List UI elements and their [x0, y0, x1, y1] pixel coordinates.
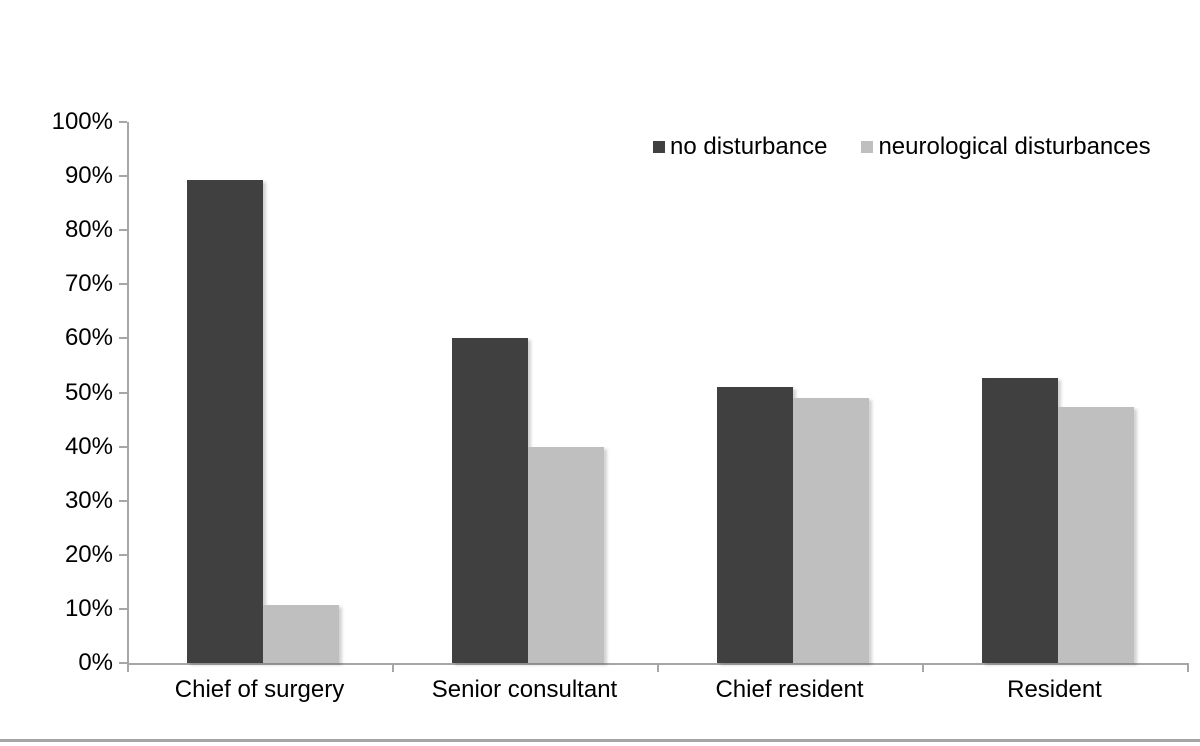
bar-no-disturbance [451, 338, 528, 663]
y-tick-label: 70% [64, 270, 113, 298]
x-category-label: Chief of surgery [174, 676, 345, 703]
y-tick-mark [119, 662, 127, 664]
y-tick-mark [119, 607, 127, 610]
x-category-label: Senior consultant [431, 676, 618, 703]
x-tick-mark [127, 665, 129, 672]
y-tick-mark [119, 445, 127, 448]
y-tick-mark [119, 499, 127, 502]
y-tick-mark [119, 283, 127, 286]
legend-label-neurological-disturbances: neurological disturbances [878, 133, 1151, 160]
bar-no-disturbance [716, 387, 793, 663]
y-tick-mark [119, 121, 127, 123]
y-tick-label: 30% [64, 486, 113, 514]
y-tick-label: 100% [51, 108, 113, 135]
x-tick-mark [657, 665, 659, 672]
y-tick-label: 80% [64, 216, 113, 244]
bottom-divider-line [0, 739, 1200, 742]
y-tick-label: 60% [64, 324, 113, 352]
chart-legend: no disturbance neurological disturbances [653, 134, 1151, 160]
bar-neurological-disturbances [262, 605, 339, 663]
y-tick-label: 20% [64, 540, 113, 568]
y-tick-label: 0% [78, 649, 113, 676]
y-tick-label: 10% [64, 594, 113, 622]
x-category-label: Resident [1007, 676, 1102, 703]
bar-no-disturbance [981, 377, 1058, 663]
x-category-label: Chief resident [715, 676, 864, 703]
legend-label-no-disturbance: no disturbance [670, 133, 828, 160]
legend-marker-square-dark [653, 141, 665, 153]
x-tick-mark [922, 665, 924, 672]
legend-item-neurological-disturbances: neurological disturbances [861, 133, 1151, 160]
bar-neurological-disturbances [1057, 407, 1134, 663]
bar-neurological-disturbances [527, 446, 604, 663]
legend-item-no-disturbance: no disturbance [653, 134, 827, 160]
y-tick-mark [119, 553, 127, 556]
y-tick-label: 50% [64, 378, 113, 406]
bar-neurological-disturbances [792, 397, 869, 663]
y-tick-label: 40% [64, 432, 113, 460]
bar-no-disturbance [186, 179, 263, 663]
y-tick-mark [119, 337, 127, 340]
legend-marker-square-light [861, 141, 874, 153]
y-tick-mark [119, 175, 127, 178]
x-tick-mark [392, 665, 394, 672]
y-tick-label: 90% [64, 162, 113, 190]
x-tick-mark [1187, 665, 1189, 672]
plot-area [127, 122, 1189, 665]
y-tick-mark [119, 391, 127, 394]
y-tick-mark [119, 229, 127, 232]
